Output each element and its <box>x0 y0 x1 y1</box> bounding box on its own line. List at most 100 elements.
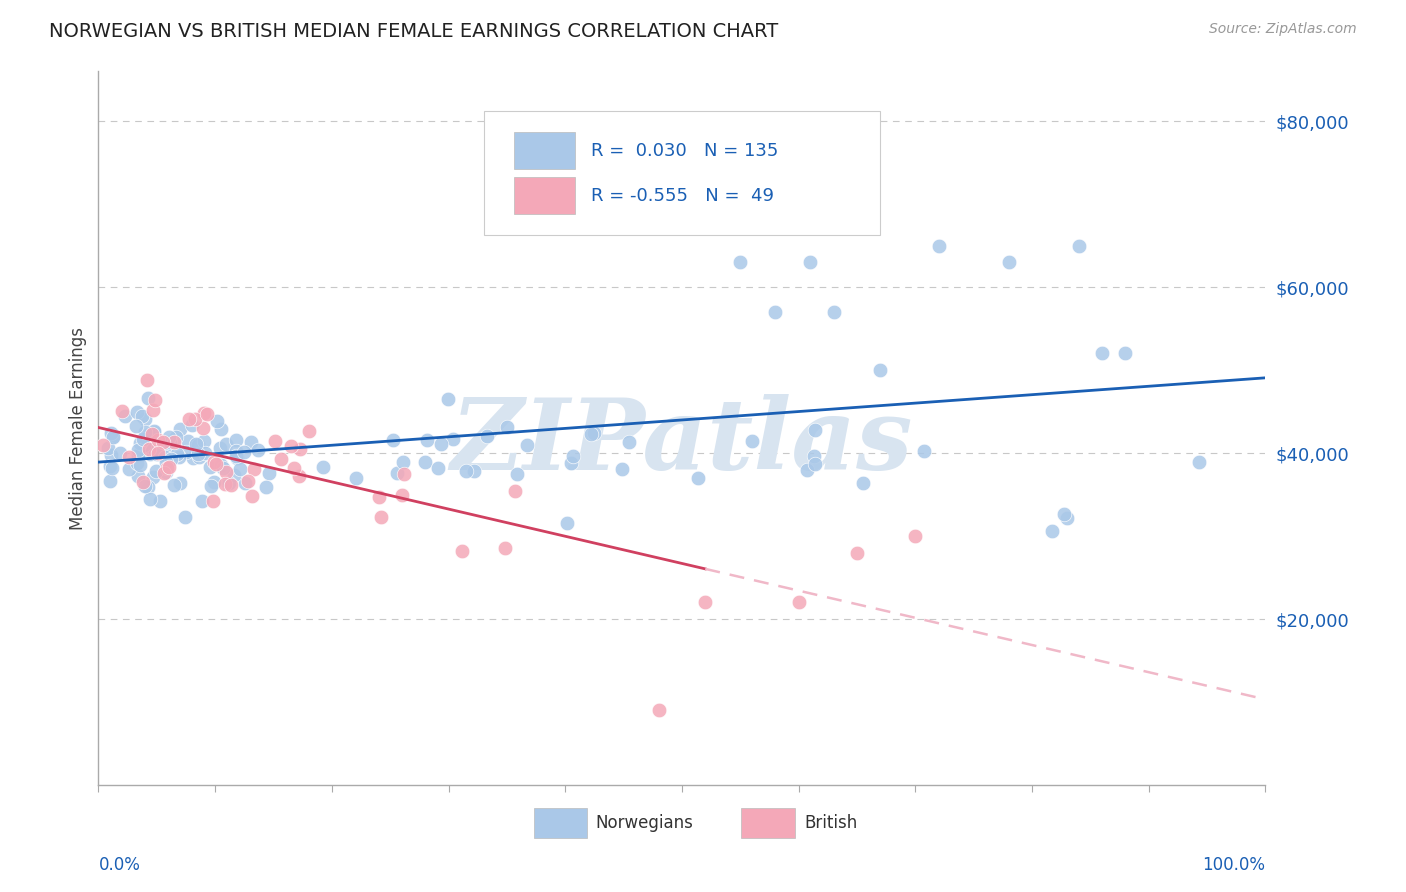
Point <box>562 449 585 463</box>
Point <box>103 430 125 444</box>
Point <box>869 363 891 377</box>
Point <box>138 442 160 457</box>
Text: ZIPatlas: ZIPatlas <box>451 394 912 491</box>
Point <box>619 435 641 450</box>
Text: Source: ZipAtlas.com: Source: ZipAtlas.com <box>1209 22 1357 37</box>
Point <box>346 471 368 485</box>
Point <box>181 451 204 466</box>
Point <box>143 444 166 458</box>
Point <box>209 422 232 436</box>
Text: 100.0%: 100.0% <box>1202 856 1265 874</box>
Point <box>128 458 150 472</box>
Point <box>370 509 392 524</box>
Point <box>695 595 717 609</box>
Point <box>647 703 669 717</box>
Point <box>160 452 183 467</box>
Point <box>392 467 415 481</box>
Point <box>730 255 752 269</box>
Point <box>254 480 277 494</box>
Point <box>200 479 222 493</box>
Point <box>495 419 517 434</box>
Point <box>145 464 167 478</box>
Point <box>146 433 169 447</box>
Point <box>441 432 464 446</box>
Point <box>134 479 156 493</box>
Point <box>225 433 247 447</box>
Point <box>100 461 122 475</box>
Point <box>100 474 122 488</box>
Point <box>415 433 437 447</box>
Point <box>582 426 605 441</box>
Point <box>1053 507 1076 521</box>
Text: British: British <box>804 814 858 831</box>
Point <box>382 433 405 447</box>
Point <box>912 443 935 458</box>
Point <box>177 434 200 448</box>
Point <box>152 435 174 450</box>
Point <box>193 420 215 434</box>
Point <box>209 458 232 473</box>
Point <box>581 426 603 441</box>
Point <box>202 455 225 469</box>
Point <box>157 459 180 474</box>
FancyBboxPatch shape <box>741 808 796 838</box>
Point <box>139 491 162 506</box>
Point <box>204 457 226 471</box>
Point <box>215 437 238 451</box>
Point <box>187 450 209 465</box>
Point <box>823 305 845 319</box>
Point <box>686 470 709 484</box>
Point <box>804 457 827 471</box>
Point <box>219 478 242 492</box>
Point <box>142 402 165 417</box>
Point <box>263 434 285 448</box>
Point <box>311 459 333 474</box>
Point <box>155 460 177 475</box>
Point <box>803 423 825 437</box>
Point <box>387 466 409 480</box>
Point <box>169 422 191 436</box>
Point <box>146 447 169 461</box>
Point <box>174 510 197 524</box>
Point <box>125 418 148 433</box>
Point <box>187 438 209 452</box>
Point <box>852 476 875 491</box>
Point <box>142 470 165 484</box>
Point <box>193 407 215 421</box>
Point <box>671 213 693 227</box>
Point <box>612 462 634 476</box>
Point <box>557 516 579 530</box>
Point <box>392 455 415 469</box>
Point <box>224 468 246 483</box>
Point <box>155 455 177 469</box>
Point <box>1091 346 1114 360</box>
Point <box>799 255 821 269</box>
Point <box>217 475 239 490</box>
Point <box>127 443 149 458</box>
Point <box>128 449 150 463</box>
Point <box>560 456 582 470</box>
Point <box>1114 346 1136 360</box>
Point <box>270 452 292 467</box>
Point <box>796 463 818 477</box>
Point <box>134 438 156 452</box>
Point <box>242 462 264 476</box>
Point <box>477 429 499 443</box>
Text: R =  0.030   N = 135: R = 0.030 N = 135 <box>591 142 779 160</box>
Point <box>101 430 124 444</box>
Point <box>280 439 302 453</box>
Point <box>157 430 180 444</box>
Point <box>928 238 950 252</box>
Point <box>114 409 136 423</box>
Point <box>138 426 160 441</box>
Point <box>100 425 122 440</box>
Point <box>129 436 152 450</box>
Point <box>1067 238 1090 252</box>
Point <box>240 489 263 503</box>
Point <box>741 434 763 449</box>
Point <box>141 426 163 441</box>
Point <box>283 461 305 475</box>
Point <box>430 437 453 451</box>
Point <box>187 447 209 461</box>
Point <box>136 480 159 494</box>
